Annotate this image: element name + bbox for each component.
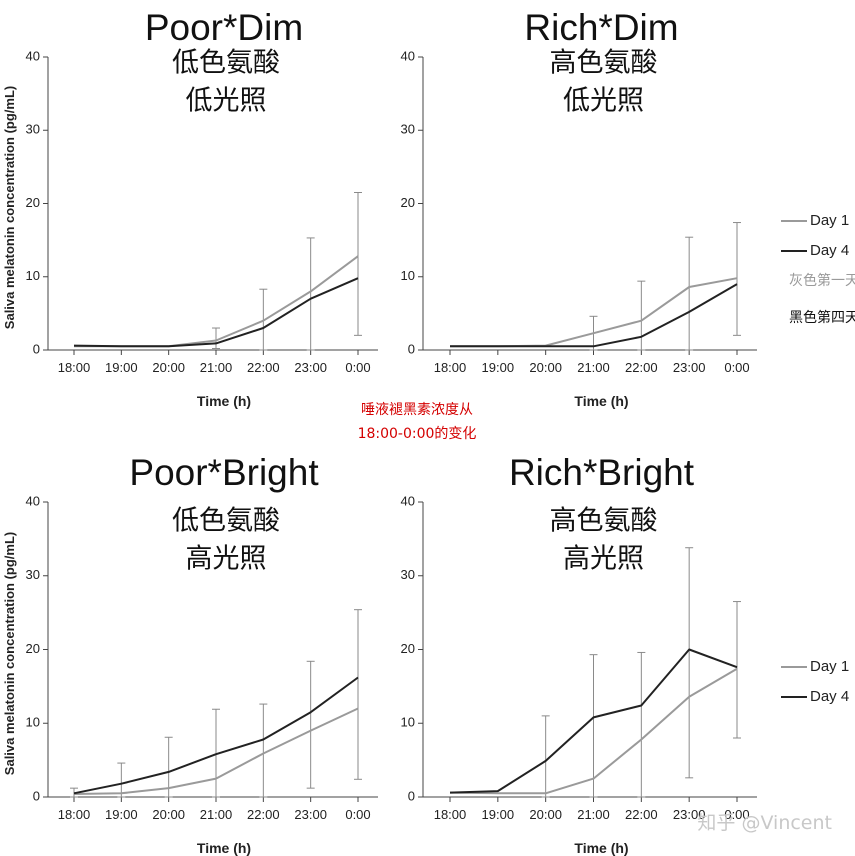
y-tick-label: 20 [26,641,40,656]
y-tick-label: 20 [401,195,415,210]
x-tick-label: 18:00 [58,360,91,375]
chart-title: Poor*Dim [145,7,303,48]
y-tick-label: 40 [26,493,40,508]
chart-subtitle-2: 低光照 [186,86,267,117]
y-tick-label: 0 [408,788,415,803]
center-note-line-2: 18:00-0:00的变化 [358,426,477,442]
legend-label: Day 1 [810,212,849,229]
x-tick-label: 23:00 [294,360,327,375]
x-tick-label: 19:00 [105,807,138,822]
chart-subtitle-1: 高色氨酸 [550,506,658,537]
legend-note-day1: 灰色第一天 [789,272,855,289]
x-tick-label: 23:00 [673,807,706,822]
x-tick-label: 21:00 [200,807,233,822]
y-tick-label: 20 [401,641,415,656]
chart-title: Rich*Bright [509,452,695,493]
y-tick-label: 30 [401,122,415,137]
y-tick-label: 30 [401,567,415,582]
y-axis-label: Saliva melatonin concentration (pg/mL) [2,86,17,329]
x-tick-label: 19:00 [482,360,515,375]
y-tick-label: 10 [26,268,40,283]
legend-label: Day 4 [810,688,849,705]
chart-subtitle-1: 高色氨酸 [550,48,658,79]
chart-subtitle-2: 高光照 [186,544,267,575]
x-tick-label: 0:00 [345,807,370,822]
y-tick-label: 10 [401,268,415,283]
y-tick-label: 0 [33,788,40,803]
x-tick-label: 18:00 [434,360,467,375]
y-tick-label: 40 [26,48,40,63]
series-line-day-4 [450,283,738,348]
x-axis-label: Time (h) [574,840,628,856]
chart-subtitle-1: 低色氨酸 [172,48,280,79]
legend-note-day4: 黑色第四天 [789,309,855,326]
legend-label: Day 1 [810,658,849,675]
y-tick-label: 0 [408,341,415,356]
y-tick-label: 10 [401,715,415,730]
chart-subtitle-1: 低色氨酸 [172,506,280,537]
y-tick-label: 40 [401,493,415,508]
series-line-day-4 [73,676,359,795]
x-tick-label: 0:00 [345,360,370,375]
x-tick-label: 21:00 [577,360,610,375]
x-tick-label: 18:00 [434,807,467,822]
x-tick-label: 23:00 [673,360,706,375]
x-tick-label: 19:00 [105,360,138,375]
legend-label: Day 4 [810,242,849,259]
x-tick-label: 22:00 [247,807,280,822]
y-tick-label: 30 [26,567,40,582]
chart-subtitle-2: 低光照 [563,86,644,117]
chart-subtitle-2: 高光照 [563,544,644,575]
x-tick-label: 20:00 [152,807,185,822]
x-axis-label: Time (h) [574,393,628,409]
x-tick-label: 19:00 [482,807,515,822]
series-line-day-4 [73,277,359,348]
x-tick-label: 20:00 [529,360,562,375]
x-tick-label: 18:00 [58,807,91,822]
x-tick-label: 23:00 [294,807,327,822]
y-tick-label: 20 [26,195,40,210]
x-tick-label: 22:00 [247,360,280,375]
x-axis-label: Time (h) [197,393,251,409]
x-tick-label: 22:00 [625,360,658,375]
chart-title: Rich*Dim [524,7,678,48]
y-tick-label: 10 [26,715,40,730]
chart-title: Poor*Bright [129,452,319,493]
y-tick-label: 0 [33,341,40,356]
series-line-day-1 [449,667,738,795]
x-tick-label: 21:00 [577,807,610,822]
series-line-day-1 [73,707,359,795]
x-tick-label: 22:00 [625,807,658,822]
x-tick-label: 0:00 [724,807,749,822]
watermark-text: 知乎 @Vincent [697,812,832,834]
x-tick-label: 0:00 [724,360,749,375]
x-tick-label: 21:00 [200,360,233,375]
center-note-line-1: 唾液褪黑素浓度从 [361,402,473,418]
y-axis-label: Saliva melatonin concentration (pg/mL) [2,532,17,775]
x-tick-label: 20:00 [529,807,562,822]
series-line-day-4 [449,648,738,794]
y-tick-label: 30 [26,122,40,137]
y-tick-label: 40 [401,48,415,63]
x-tick-label: 20:00 [152,360,185,375]
x-axis-label: Time (h) [197,840,251,856]
